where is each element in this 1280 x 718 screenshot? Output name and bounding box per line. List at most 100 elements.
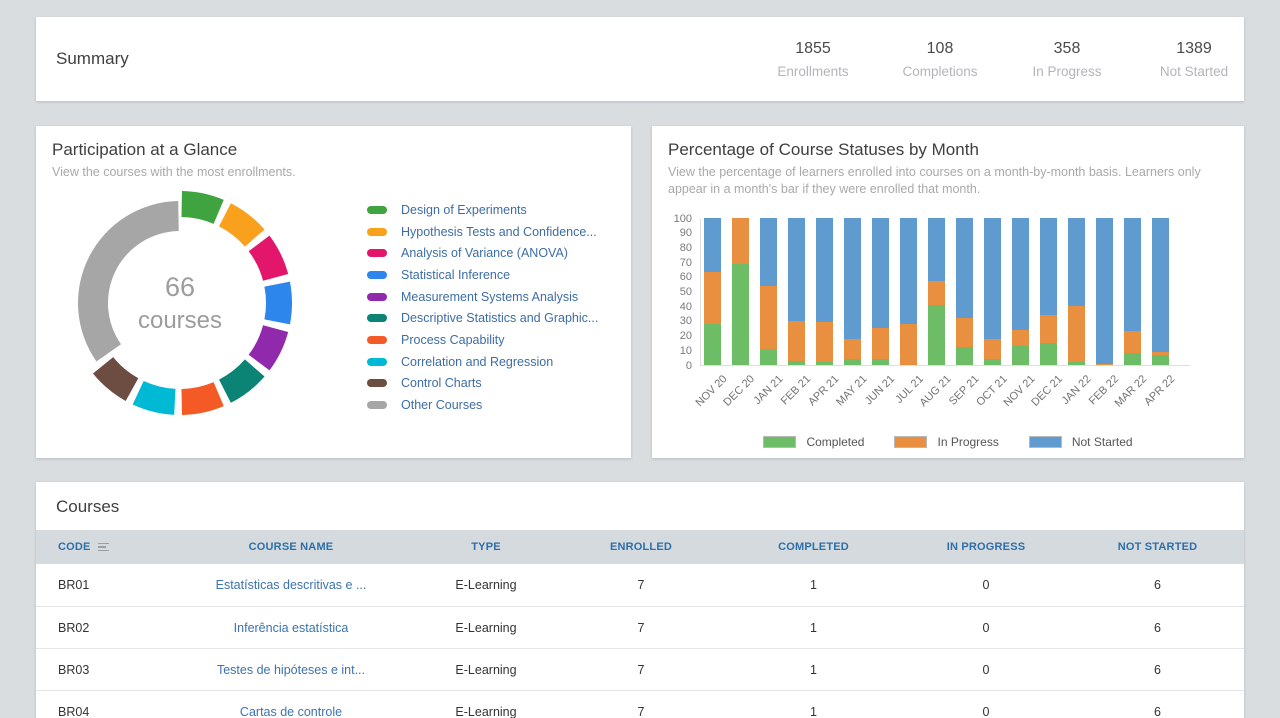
legend-item[interactable]: Control Charts	[367, 373, 598, 395]
y-tick-label: 90	[679, 227, 692, 240]
legend-course-link[interactable]: Hypothesis Tests and Confidence...	[401, 224, 597, 239]
legend-course-link[interactable]: Descriptive Statistics and Graphic...	[401, 311, 599, 326]
donut-center-label: courses	[138, 307, 222, 334]
bar-segment-completed	[956, 347, 973, 365]
courses-card: Courses CODE COURSE NAME TYPE ENROLLED COMPL…	[36, 482, 1244, 718]
bar-segment-not-started	[984, 218, 1001, 339]
column-header-in-progress[interactable]: IN PROGRESS	[901, 541, 1071, 553]
participation-panel: Participation at a Glance View the cours…	[36, 126, 631, 458]
donut-segment	[181, 191, 224, 224]
legend-swatch-icon	[367, 357, 387, 366]
legend-course-link[interactable]: Correlation and Regression	[401, 354, 554, 369]
bar-segment-in-progress	[872, 328, 889, 360]
cell-completed: 1	[810, 578, 817, 592]
bar-segment-not-started	[872, 218, 889, 329]
y-tick-label: 10	[679, 344, 692, 357]
legend-item[interactable]: Analysis of Variance (ANOVA)	[367, 242, 598, 264]
column-header-not-started[interactable]: NOT STARTED	[1071, 541, 1244, 553]
column-header-completed[interactable]: COMPLETED	[726, 541, 901, 553]
y-tick-label: 70	[679, 256, 692, 269]
cell-type: E-Learning	[455, 662, 517, 677]
bar-segment-in-progress	[704, 272, 721, 324]
column-header-type[interactable]: TYPE	[416, 541, 556, 553]
legend-course-link[interactable]: Other Courses	[401, 398, 483, 413]
summary-stat: 1855 Enrollments	[765, 40, 861, 79]
cell-type: E-Learning	[455, 620, 517, 635]
bar-segment-completed	[1012, 345, 1029, 365]
table-row: BR02 Inferência estatística E-Learning 7 1 0 6	[36, 606, 1244, 648]
x-axis: NOV 20 DEC 20 JAN 21 FEB 21 APR 21 MAY 21 JUN …	[693, 371, 1228, 423]
bar-segment-in-progress	[732, 218, 749, 264]
legend-item[interactable]: Descriptive Statistics and Graphic...	[367, 307, 598, 329]
legend-item[interactable]: Measurement Systems Analysis	[367, 286, 598, 308]
bar-segment-completed	[984, 359, 1001, 365]
cell-not-started: 6	[1154, 620, 1161, 635]
bar-segment-not-started	[816, 218, 833, 323]
stacked-bar	[1124, 218, 1141, 365]
column-header-label: COMPLETED	[778, 541, 849, 553]
y-tick-label: 0	[685, 359, 692, 372]
stacked-bar	[1040, 218, 1057, 365]
legend-swatch-icon	[367, 401, 387, 410]
legend-item[interactable]: Statistical Inference	[367, 264, 598, 286]
bar-segment-in-progress	[844, 338, 861, 360]
cell-code: BR03	[58, 662, 90, 677]
summary-stat: 358 In Progress	[1019, 40, 1115, 79]
bar-segment-completed	[1152, 354, 1169, 365]
cell-code: BR04	[58, 704, 90, 718]
courses-title: Courses	[56, 497, 120, 516]
status-legend-label: In Progress	[937, 435, 999, 449]
bar-segment-not-started	[844, 218, 861, 339]
cell-completed: 1	[810, 620, 817, 635]
legend-course-link[interactable]: Statistical Inference	[401, 267, 511, 282]
cell-name[interactable]: Estatísticas descritivas e ...	[215, 578, 367, 592]
stacked-bar	[928, 218, 945, 365]
sort-icon	[97, 542, 109, 552]
legend-course-link[interactable]: Analysis of Variance (ANOVA)	[401, 246, 568, 261]
column-header-label: CODE	[58, 541, 91, 553]
cell-enrolled: 7	[637, 662, 645, 677]
legend-item[interactable]: Other Courses	[367, 394, 598, 416]
participation-legend: Design of Experiments Hypothesis Tests a…	[367, 199, 598, 416]
stacked-bar	[984, 218, 1001, 365]
cell-in-progress: 0	[982, 578, 990, 592]
column-header-course-name[interactable]: COURSE NAME	[166, 541, 416, 553]
bar-segment-in-progress	[788, 320, 805, 361]
cell-not-started: 6	[1154, 662, 1161, 677]
bar-segment-completed	[732, 263, 749, 365]
legend-swatch-icon	[367, 335, 387, 344]
bar-segment-not-started	[1152, 218, 1169, 352]
cell-name[interactable]: Cartas de controle	[239, 704, 343, 718]
legend-item[interactable]: Design of Experiments	[367, 199, 598, 221]
bar-segment-not-started	[1040, 218, 1057, 316]
status-legend-label: Not Started	[1071, 435, 1133, 449]
bar-segment-in-progress	[1152, 351, 1169, 355]
cell-in-progress: 0	[982, 662, 990, 677]
summary-stat: 108 Completions	[892, 40, 988, 79]
legend-item[interactable]: Correlation and Regression	[367, 351, 598, 373]
stacked-bar	[1012, 218, 1029, 365]
cell-completed: 1	[810, 704, 817, 718]
donut-segment	[92, 357, 139, 401]
legend-course-link[interactable]: Control Charts	[401, 376, 482, 391]
stat-value: 108	[926, 39, 954, 57]
legend-item[interactable]: Process Capability	[367, 329, 598, 351]
table-row: BR03 Testes de hipóteses e int... E-Learni…	[36, 648, 1244, 690]
legend-item[interactable]: Hypothesis Tests and Confidence...	[367, 221, 598, 243]
legend-course-link[interactable]: Design of Experiments	[401, 202, 527, 217]
legend-course-link[interactable]: Measurement Systems Analysis	[401, 289, 579, 304]
column-header-enrolled[interactable]: ENROLLED	[556, 541, 726, 553]
cell-name[interactable]: Inferência estatística	[233, 620, 349, 635]
bar-segment-completed	[816, 362, 833, 365]
bar-segment-not-started	[1096, 218, 1113, 364]
participation-title: Participation at a Glance	[52, 140, 238, 159]
bar-segment-not-started	[1012, 218, 1029, 330]
status-legend-item: In Progress	[894, 435, 999, 449]
cell-in-progress: 0	[982, 620, 990, 635]
table-row: BR01 Estatísticas descritivas e ... E-Lear…	[36, 564, 1244, 606]
cell-name[interactable]: Testes de hipóteses e int...	[216, 662, 365, 677]
column-header-code[interactable]: CODE	[36, 541, 166, 553]
legend-course-link[interactable]: Process Capability	[401, 332, 505, 347]
cell-completed: 1	[810, 662, 817, 677]
y-tick-label: 50	[679, 286, 692, 298]
